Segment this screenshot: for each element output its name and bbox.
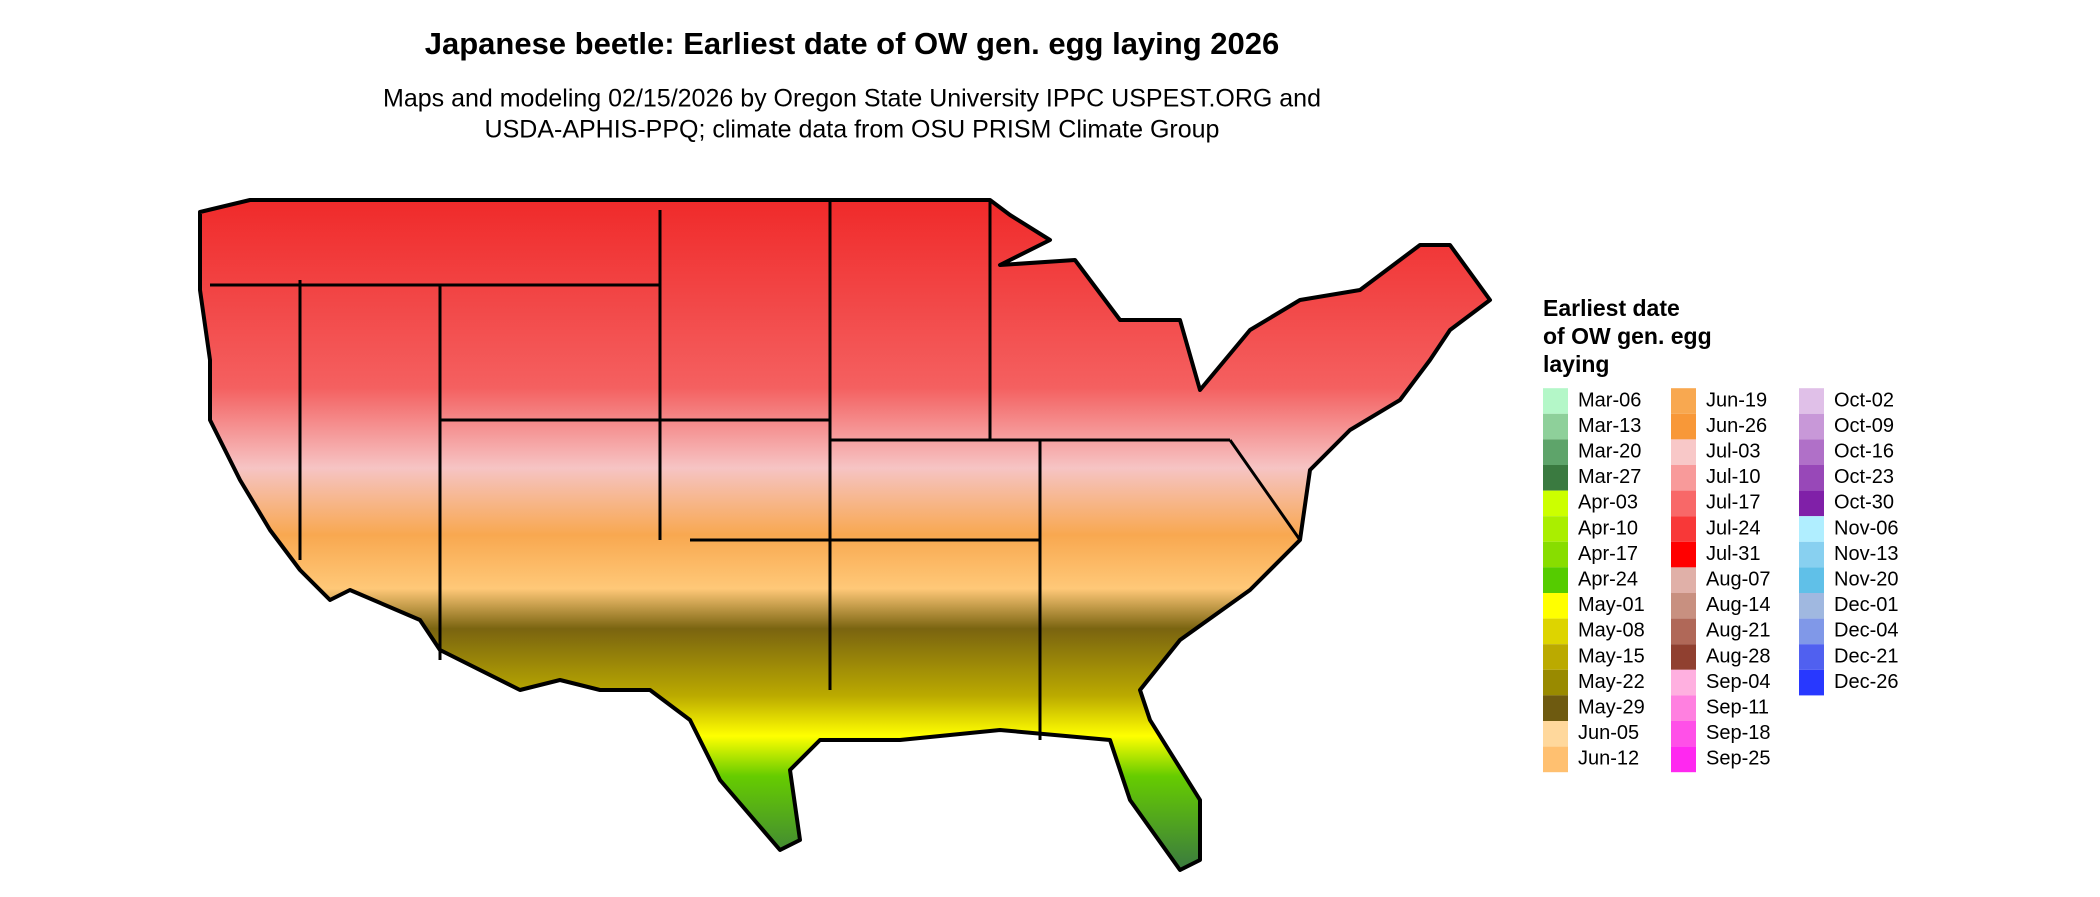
legend-label: Oct-09 [1834,415,1894,437]
legend-label: Aug-28 [1706,645,1771,667]
legend-label: Sep-04 [1706,671,1771,693]
legend-label: May-29 [1578,696,1645,718]
legend-swatch [1671,413,1696,440]
legend-swatch [1543,413,1568,440]
legend-swatch [1671,465,1696,491]
legend-swatch [1799,439,1824,465]
legend-label: May-01 [1578,594,1645,616]
legend-swatch [1543,516,1568,542]
legend-swatch [1543,388,1568,414]
legend-title: laying [1543,351,1609,377]
legend-swatch [1799,541,1824,568]
legend-swatch [1671,439,1696,465]
legend-swatch [1799,593,1824,619]
legend-label: Jun-12 [1578,748,1639,770]
legend-label: Aug-21 [1706,620,1771,642]
legend-swatch [1543,721,1568,747]
legend-label: Sep-25 [1706,748,1771,770]
legend-label: Aug-07 [1706,568,1771,590]
legend-swatch [1671,669,1696,696]
legend-label: Dec-04 [1834,620,1898,642]
legend-swatch [1543,567,1568,593]
legend-label: Apr-10 [1578,517,1638,539]
legend-swatch [1671,746,1696,773]
legend-swatch [1543,541,1568,568]
legend-swatch [1543,490,1568,517]
legend-label: Mar-20 [1578,440,1641,462]
legend-label: Mar-13 [1578,415,1641,437]
legend-label: Sep-11 [1706,696,1769,718]
legend-label: Jul-31 [1706,543,1760,565]
legend-swatch [1671,721,1696,747]
legend-label: Jul-17 [1706,492,1760,514]
legend-label: Aug-14 [1706,594,1771,616]
legend-title: of OW gen. egg [1543,323,1712,349]
legend-label: May-22 [1578,671,1645,693]
legend-swatch [1543,439,1568,465]
legend-label: May-08 [1578,620,1645,642]
legend-label: Jul-03 [1706,440,1760,462]
legend-swatch [1543,593,1568,619]
legend-label: Mar-27 [1578,466,1641,488]
legend-swatch [1543,669,1568,696]
legend-swatch [1671,516,1696,542]
legend-label: Jul-24 [1706,517,1760,539]
legend-swatch [1799,388,1824,414]
legend-swatch [1799,516,1824,542]
legend-label: Oct-02 [1834,389,1894,411]
legend-swatch [1671,541,1696,568]
legend-label: Nov-13 [1834,543,1898,565]
legend-label: Dec-21 [1834,645,1898,667]
legend: Earliest date of OW gen. egg laying Mar-… [1543,295,1898,773]
legend-swatch [1799,465,1824,491]
legend-label: Jul-10 [1706,466,1760,488]
legend-label: Oct-16 [1834,440,1894,462]
legend-label: Nov-06 [1834,517,1898,539]
legend-label: Mar-06 [1578,389,1641,411]
legend-swatch [1543,644,1568,670]
legend-swatch [1543,618,1568,645]
legend-swatch [1543,465,1568,491]
legend-label: Apr-24 [1578,568,1638,590]
legend-title: Earliest date [1543,295,1680,321]
legend-label: Apr-17 [1578,543,1638,565]
legend-swatch [1543,746,1568,773]
legend-swatch [1799,669,1824,696]
legend-swatch [1543,695,1568,721]
legend-swatch [1671,490,1696,517]
legend-swatch [1671,644,1696,670]
legend-swatch [1799,567,1824,593]
legend-label: May-15 [1578,645,1645,667]
legend-swatch [1799,618,1824,645]
legend-swatch [1671,388,1696,414]
us-map [198,198,1492,872]
map-title: Japanese beetle: Earliest date of OW gen… [425,26,1280,61]
state-lines [210,200,1302,740]
legend-swatch [1799,490,1824,517]
legend-swatch [1671,695,1696,721]
legend-label: Oct-23 [1834,466,1894,488]
legend-label: Nov-20 [1834,568,1898,590]
legend-label: Jun-05 [1578,722,1639,744]
map-subtitle: Maps and modeling 02/15/2026 by Oregon S… [383,85,1321,113]
legend-label: Oct-30 [1834,492,1894,514]
legend-label: Apr-03 [1578,492,1638,514]
legend-label: Dec-01 [1834,594,1898,616]
legend-swatch [1799,644,1824,670]
map-subtitle: USDA-APHIS-PPQ; climate data from OSU PR… [485,116,1220,144]
legend-swatch [1799,413,1824,440]
legend-label: Dec-26 [1834,671,1898,693]
legend-swatch [1671,567,1696,593]
legend-label: Jun-19 [1706,389,1767,411]
legend-swatch [1671,593,1696,619]
legend-label: Sep-18 [1706,722,1771,744]
legend-swatch [1671,618,1696,645]
legend-label: Jun-26 [1706,415,1767,437]
